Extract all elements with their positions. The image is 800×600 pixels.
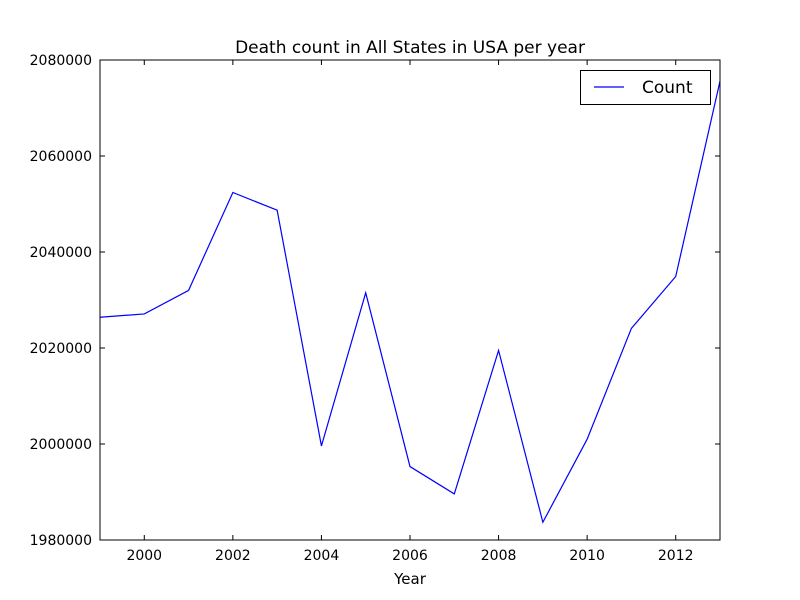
legend-label-count: Count — [642, 78, 693, 98]
x-tick-label: 2012 — [658, 548, 694, 564]
y-tick-label: 2020000 — [30, 341, 92, 357]
chart-title: Death count in All States in USA per yea… — [235, 38, 585, 58]
y-tick-label: 1980000 — [30, 533, 92, 549]
y-tick-label: 2040000 — [30, 245, 92, 261]
series-layer — [99, 80, 721, 524]
x-tick-label: 2010 — [569, 548, 605, 564]
y-tick-label: 2080000 — [30, 53, 92, 69]
x-tick-label: 2000 — [126, 548, 162, 564]
y-tick-label: 2060000 — [30, 149, 92, 165]
x-axis-label: Year — [393, 570, 427, 588]
x-tick-marks — [143, 60, 677, 540]
x-tick-label: 2002 — [215, 548, 251, 564]
legend: Count — [580, 70, 711, 105]
x-tick-label: 2008 — [481, 548, 517, 564]
y-tick-labels: 1980000 2000000 2020000 2040000 2060000 20800… — [30, 53, 92, 549]
x-tick-labels: 2000 2002 2004 2006 2008 2010 2012 — [126, 548, 693, 564]
y-tick-label: 2000000 — [30, 437, 92, 453]
x-tick-label: 2006 — [392, 548, 428, 564]
plot-area-frame — [99, 59, 721, 541]
x-tick-label: 2004 — [304, 548, 340, 564]
series-line-count — [99, 80, 721, 524]
